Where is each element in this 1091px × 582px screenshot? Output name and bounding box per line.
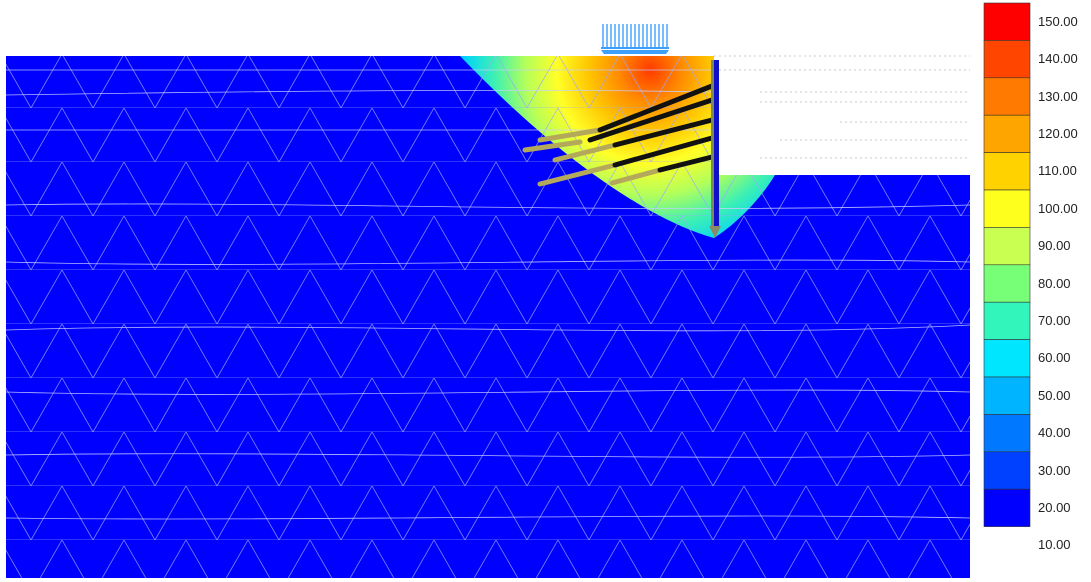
legend-label: 90.00 [1038, 238, 1071, 254]
legend-swatch [983, 339, 1031, 378]
mesh-overlay [6, 56, 970, 578]
legend-swatch [983, 451, 1031, 490]
distributed-load-arrows-icon[interactable] [601, 24, 669, 54]
anchor-row-5[interactable] [609, 154, 715, 186]
legend-label: 30.00 [1038, 462, 1071, 478]
legend-swatch [983, 414, 1031, 453]
anchor-row-3[interactable] [552, 117, 715, 163]
layer-boundaries [5, 69, 971, 520]
ground-anchors[interactable] [522, 83, 715, 187]
legend-label: 60.00 [1038, 350, 1071, 366]
legend-swatch [983, 152, 1031, 191]
soil-domain [5, 55, 971, 578]
legend-label: 70.00 [1038, 312, 1071, 328]
legend-label: 100.00 [1038, 200, 1078, 216]
legend-label: 120.00 [1038, 125, 1078, 141]
legend-label: 40.00 [1038, 425, 1071, 441]
legend-color-bar [983, 2, 1031, 527]
retaining-wall[interactable] [709, 60, 721, 238]
legend-swatch [983, 376, 1031, 415]
legend-swatch [983, 77, 1031, 116]
legend-label: 130.00 [1038, 88, 1078, 104]
legend-swatch [983, 114, 1031, 153]
anchor-row-1[interactable] [537, 83, 715, 143]
legend-swatch [983, 264, 1031, 303]
legend-label: 150.00 [1038, 13, 1078, 29]
anchor-row-4[interactable] [537, 135, 715, 187]
wall-tip-icon [709, 226, 721, 238]
legend-swatch [983, 227, 1031, 266]
legend-swatch [983, 488, 1031, 527]
legend-swatch [983, 2, 1031, 41]
legend-label: 50.00 [1038, 387, 1071, 403]
legend-label: 10.00 [1038, 537, 1071, 553]
excavation-guides [714, 55, 970, 159]
legend-label: 140.00 [1038, 51, 1078, 67]
legend-swatch [983, 301, 1031, 340]
legend-swatch [983, 189, 1031, 228]
legend-label: 110.00 [1038, 163, 1077, 179]
legend-label: 80.00 [1038, 275, 1071, 291]
legend-label: 20.00 [1038, 499, 1071, 515]
legend-swatch [983, 40, 1031, 79]
anchor-row-2[interactable] [522, 97, 715, 153]
